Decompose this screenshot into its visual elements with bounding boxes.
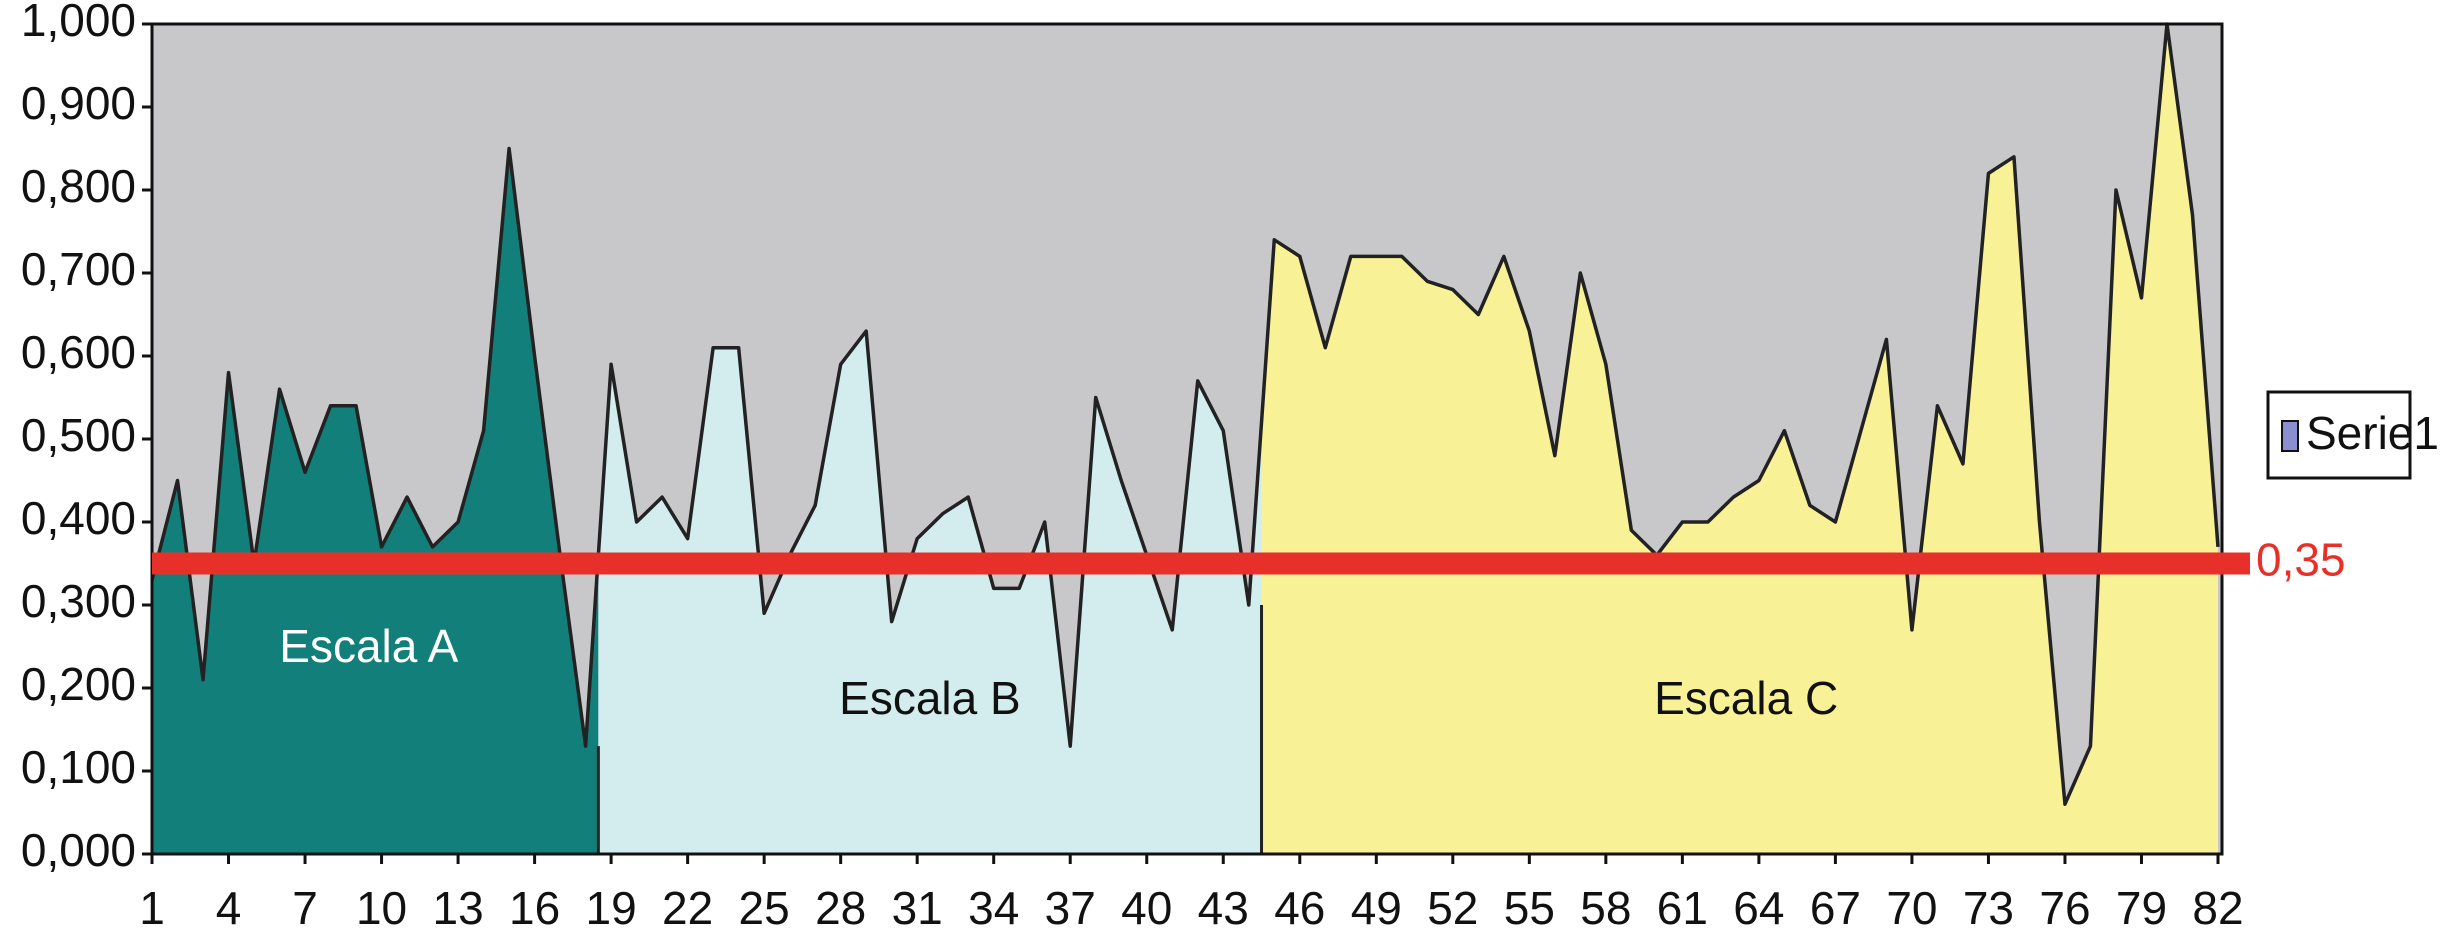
x-tick-label: 58 [1580,882,1631,934]
y-tick-label: 0,100 [21,741,136,793]
x-tick-label: 79 [2116,882,2167,934]
y-tick-label: 0,700 [21,243,136,295]
y-tick-label: 0,300 [21,575,136,627]
x-tick-label: 49 [1351,882,1402,934]
x-tick-label: 31 [892,882,943,934]
y-tick-label: 0,600 [21,326,136,378]
x-tick-label: 7 [292,882,318,934]
y-tick-label: 0,400 [21,492,136,544]
x-tick-label: 64 [1733,882,1784,934]
y-tick-label: 0,800 [21,160,136,212]
y-tick-label: 1,000 [21,0,136,46]
region-fill [152,148,599,854]
x-tick-label: 46 [1274,882,1325,934]
region-label: Escala A [279,620,458,672]
y-tick-label: 0,000 [21,824,136,876]
x-tick-label: 76 [2039,882,2090,934]
x-tick-label: 10 [356,882,407,934]
region-label: Escala C [1654,672,1838,724]
y-tick-label: 0,900 [21,77,136,129]
y-tick-label: 0,500 [21,409,136,461]
x-tick-label: 22 [662,882,713,934]
region-label: Escala B [839,672,1021,724]
x-tick-label: 37 [1045,882,1096,934]
x-tick-label: 52 [1427,882,1478,934]
legend-label: Serie1 [2306,407,2439,459]
x-tick-label: 82 [2192,882,2243,934]
series-line [150,22,2220,806]
x-tick-label: 70 [1886,882,1937,934]
region-fill [1261,24,2218,854]
x-tick-label: 13 [432,882,483,934]
legend-swatch [2281,420,2299,452]
x-tick-label: 61 [1657,882,1708,934]
x-tick-label: 43 [1198,882,1249,934]
threshold-label: 0,35 [2256,534,2346,586]
x-tick-label: 67 [1810,882,1861,934]
x-tick-label: 55 [1504,882,1555,934]
x-tick-label: 34 [968,882,1019,934]
x-tick-label: 4 [216,882,242,934]
x-tick-label: 19 [586,882,637,934]
x-tick-label: 40 [1121,882,1172,934]
region-fill [598,331,1262,854]
x-tick-label: 73 [1963,882,2014,934]
x-tick-label: 1 [139,882,165,934]
y-tick-label: 0,200 [21,658,136,710]
x-tick-label: 25 [739,882,790,934]
x-tick-label: 28 [815,882,866,934]
x-tick-label: 16 [509,882,560,934]
